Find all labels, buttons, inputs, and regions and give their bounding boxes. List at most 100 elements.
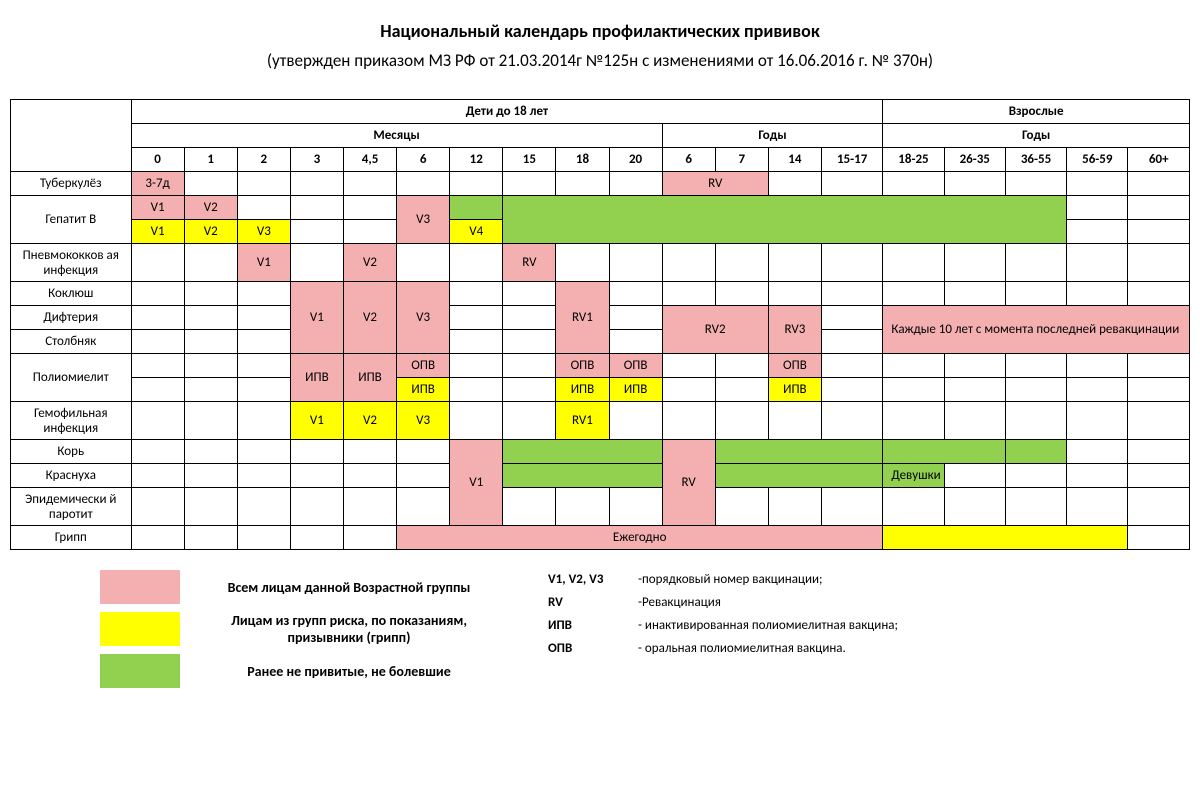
header-row-1: Дети до 18 лет Взрослые	[11, 100, 1190, 124]
abbr-k1: RV	[540, 591, 630, 614]
cell-hepb2-2: V3	[237, 220, 290, 244]
cell-hepb-green-12	[450, 196, 503, 220]
header-row-2: Месяцы Годы Годы	[11, 124, 1190, 148]
swatch-pink	[100, 570, 180, 604]
cell-measles-green3	[883, 440, 1006, 464]
cell-dtp-adult-note: Каждые 10 лет с момента последней ревакц…	[883, 306, 1190, 354]
header-months: Месяцы	[131, 124, 662, 148]
legend-pink: Всем лицам данной Возрастной группы	[100, 568, 500, 606]
cell-rubella-green2	[715, 464, 883, 488]
col-m6: 6	[397, 148, 450, 172]
label-tetanus: Столбняк	[11, 330, 132, 354]
label-pertussis: Коклюш	[11, 282, 132, 306]
label-flu: Грипп	[11, 526, 132, 550]
label-hepb: Гепатит В	[11, 196, 132, 244]
row-pneumo: Пневмококков ая инфекция V1 V2 RV	[11, 244, 1190, 282]
cell-tub-0: 3-7д	[131, 172, 184, 196]
cell-polio1-14: ОПВ	[768, 354, 821, 378]
cell-hepb2-1: V2	[184, 220, 237, 244]
col-m2: 2	[237, 148, 290, 172]
cell-measles-green2	[715, 440, 883, 464]
row-mumps: Эпидемически й паротит	[11, 488, 1190, 526]
row-hib: Гемофильная инфекция V1 V2 V3 RV1	[11, 402, 1190, 440]
row-measles: Корь V1 RV	[11, 440, 1190, 464]
cell-flu-yellow	[883, 526, 1128, 550]
header-row-3: 0 1 2 3 4,5 6 12 15 18 20 6 7 14 15-17 1…	[11, 148, 1190, 172]
label-polio: Полиомиелит	[11, 354, 132, 402]
abbr-v3: - оральная полиомиелитная вакцина.	[630, 637, 1190, 660]
legend-abbr: V1, V2, V3-порядковый номер вакцинации; …	[540, 568, 1190, 660]
cell-polio2-14: ИПВ	[768, 378, 821, 402]
col-m45: 4,5	[343, 148, 396, 172]
cell-dtp-6: V3	[397, 282, 450, 354]
col-a5659: 56-59	[1067, 148, 1128, 172]
legend-pink-text: Всем лицам данной Возрастной группы	[198, 579, 500, 596]
cell-hepb1-6: V3	[397, 196, 450, 244]
cell-hib-45: V2	[343, 402, 396, 440]
label-diphtheria: Дифтерия	[11, 306, 132, 330]
col-y1517: 15-17	[821, 148, 882, 172]
col-m3: 3	[290, 148, 343, 172]
legend-colors: Всем лицам данной Возрастной группы Лица…	[100, 568, 500, 694]
cell-measles-green1	[503, 440, 662, 464]
cell-pneumo-15: RV	[503, 244, 556, 282]
cell-dtp-rv2: RV2	[662, 306, 768, 354]
row-flu: Грипп Ежегодно	[11, 526, 1190, 550]
label-tub: Туберкулёз	[11, 172, 132, 196]
col-m18: 18	[556, 148, 609, 172]
legend-green: Ранее не привитые, не болевшие	[100, 652, 500, 690]
cell-polio-3: ИПВ	[290, 354, 343, 402]
cell-dtp-rv3: RV3	[768, 306, 821, 354]
label-rubella: Краснуха	[11, 464, 132, 488]
cell-pneumo-2: V1	[237, 244, 290, 282]
col-y6: 6	[662, 148, 715, 172]
cell-polio1-20: ОПВ	[609, 354, 662, 378]
header-adults: Взрослые	[883, 100, 1190, 124]
row-rubella: Краснуха Девушки	[11, 464, 1190, 488]
row-hepb-1: Гепатит В V1 V2 V3	[11, 196, 1190, 220]
label-measles: Корь	[11, 440, 132, 464]
legend: Всем лицам данной Возрастной группы Лица…	[10, 568, 1190, 694]
cell-hib-6: V3	[397, 402, 450, 440]
header-adult-years: Годы	[883, 124, 1190, 148]
label-mumps: Эпидемически й паротит	[11, 488, 132, 526]
cell-hib-3: V1	[290, 402, 343, 440]
cell-tub-rv: RV	[662, 172, 768, 196]
cell-hepb2-12: V4	[450, 220, 503, 244]
col-a1825: 18-25	[883, 148, 944, 172]
cell-mmr-6: RV	[662, 440, 715, 526]
legend-yellow: Лицам из групп риска, по показаниям, при…	[100, 610, 500, 648]
legend-green-text: Ранее не привитые, не болевшие	[198, 663, 500, 680]
swatch-yellow	[100, 612, 180, 646]
row-pertussis: Коклюш V1 V2 V3 RV1	[11, 282, 1190, 306]
abbr-k2: ИПВ	[540, 614, 630, 637]
cell-polio-45: ИПВ	[343, 354, 396, 402]
col-m20: 20	[609, 148, 662, 172]
cell-polio2-20: ИПВ	[609, 378, 662, 402]
cell-hepb2-0: V1	[131, 220, 184, 244]
cell-mmr-12: V1	[450, 440, 503, 526]
row-tub: Туберкулёз 3-7д RV	[11, 172, 1190, 196]
abbr-k0: V1, V2, V3	[540, 568, 630, 591]
cell-dtp-18: RV1	[556, 282, 609, 354]
cell-rubella-green1	[503, 464, 662, 488]
col-a2635: 26-35	[944, 148, 1005, 172]
cell-rubella-girls: Девушки	[883, 464, 944, 488]
vaccine-schedule-table: Дети до 18 лет Взрослые Месяцы Годы Годы…	[10, 99, 1190, 550]
cell-hib-18: RV1	[556, 402, 609, 440]
abbr-v2: - инактивированная полиомиелитная вакцин…	[630, 614, 1190, 637]
cell-hepb1-1: V2	[184, 196, 237, 220]
row-polio-1: Полиомиелит ИПВ ИПВ ОПВ ОПВ ОПВ ОПВ	[11, 354, 1190, 378]
cell-polio1-6: ОПВ	[397, 354, 450, 378]
abbr-v1: -Ревакцинация	[630, 591, 1190, 614]
col-m15: 15	[503, 148, 556, 172]
legend-yellow-text: Лицам из групп риска, по показаниям, при…	[198, 612, 500, 646]
cell-pneumo-45: V2	[343, 244, 396, 282]
col-m0: 0	[131, 148, 184, 172]
col-y14: 14	[768, 148, 821, 172]
row-polio-2: ИПВ ИПВ ИПВ ИПВ	[11, 378, 1190, 402]
cell-dtp-45: V2	[343, 282, 396, 354]
col-a3655: 36-55	[1005, 148, 1066, 172]
swatch-green	[100, 654, 180, 688]
abbr-k3: ОПВ	[540, 637, 630, 660]
